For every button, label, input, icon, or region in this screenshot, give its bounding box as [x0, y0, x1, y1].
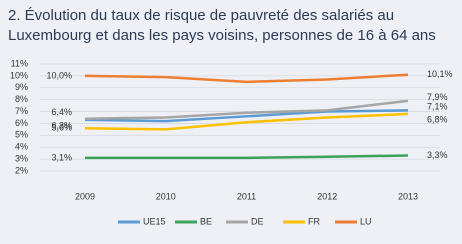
value-label: 6,4% — [51, 107, 72, 117]
value-label: 3,3% — [427, 150, 448, 160]
y-tick-label: 11% — [11, 58, 28, 68]
legend-label: FR — [308, 216, 320, 226]
series-line — [84, 73, 409, 84]
legend-label: LU — [360, 216, 372, 226]
series-line — [85, 154, 409, 160]
x-tick-label: 2010 — [156, 191, 176, 201]
legend-label: DE — [251, 216, 264, 226]
value-label: 6,8% — [427, 114, 448, 124]
y-tick-label: 10% — [10, 70, 28, 80]
value-label: 10,1% — [427, 69, 453, 79]
value-label: 5,6% — [51, 123, 72, 133]
chart-title: Luxembourg et dans les pays voisins, per… — [8, 27, 436, 44]
y-tick-label: 7% — [15, 106, 28, 116]
y-tick-label: 6% — [15, 118, 28, 128]
value-label: 3,1% — [51, 152, 72, 162]
x-tick-label: 2009 — [75, 191, 95, 201]
legend-label: BE — [200, 216, 212, 226]
chart-title: 2. Évolution du taux de risque de pauvre… — [8, 7, 394, 24]
series-line — [84, 112, 409, 131]
y-tick-label: 5% — [15, 130, 28, 140]
y-tick-label: 2% — [15, 165, 28, 175]
value-label: 7,9% — [427, 92, 448, 102]
series-line — [84, 99, 409, 120]
x-tick-label: 2013 — [398, 191, 418, 201]
y-tick-label: 3% — [15, 153, 28, 163]
y-tick-label: 4% — [15, 142, 28, 152]
series-line — [84, 109, 409, 123]
x-tick-label: 2011 — [237, 191, 256, 201]
legend-label: UE15 — [143, 216, 166, 226]
value-label: 7,1% — [427, 102, 448, 112]
x-tick-label: 2012 — [317, 191, 337, 201]
y-tick-label: 8% — [15, 94, 28, 104]
value-label: 10,0% — [46, 70, 72, 80]
value-label: 6,3% — [51, 120, 72, 130]
y-tick-label: 9% — [15, 82, 28, 92]
